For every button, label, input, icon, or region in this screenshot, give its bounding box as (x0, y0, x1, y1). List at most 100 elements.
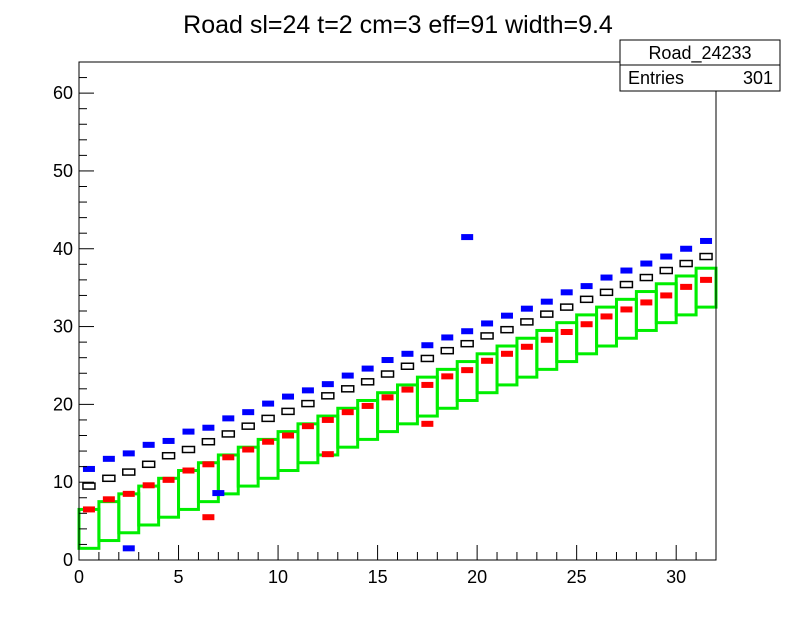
y-tick-label: 0 (63, 550, 73, 570)
histogram-cell (461, 367, 474, 374)
stats-name: Road_24233 (648, 43, 751, 64)
histogram-cell (540, 310, 554, 318)
histogram-cell (580, 321, 593, 328)
x-tick-label: 10 (268, 567, 288, 587)
histogram-cell (500, 312, 513, 319)
histogram-cell (619, 280, 634, 289)
histogram-cell (421, 342, 434, 349)
histogram-cell (301, 423, 314, 430)
y-axis: 0 10 20 30 40 50 60 (53, 61, 94, 570)
histogram-cell (699, 252, 713, 261)
histogram-cell (640, 260, 653, 267)
histogram-cell (162, 437, 175, 444)
histogram-cell (659, 266, 673, 275)
histogram-cell (102, 496, 115, 503)
histogram-cell (700, 237, 713, 244)
y-tick-label: 20 (53, 394, 73, 414)
histogram-cell (122, 490, 135, 497)
histogram-cell (182, 467, 195, 474)
histogram-cell (222, 454, 235, 461)
histogram-cell (341, 409, 354, 416)
histogram-cell (340, 385, 355, 393)
histogram-cell (540, 298, 553, 305)
histogram-cell (222, 415, 235, 422)
plot-area: 0 5 10 15 20 25 30 0 10 20 30 40 50 60 (53, 61, 718, 587)
histogram-cell (401, 350, 414, 357)
histogram-cell (202, 514, 215, 521)
histogram-cell (82, 482, 96, 490)
x-tick-label: 30 (666, 567, 686, 587)
histogram-cell (380, 370, 395, 378)
histogram-cell (559, 303, 574, 311)
histogram-cell (282, 432, 295, 439)
histogram-cell (262, 438, 275, 445)
histogram-cell (400, 362, 415, 370)
histogram-cell (301, 399, 315, 408)
histogram-cell (639, 273, 654, 282)
histogram-cell (202, 424, 215, 431)
histogram-cell (182, 428, 195, 435)
histogram-cell (321, 451, 334, 458)
histogram-cell (460, 339, 474, 348)
histogram-cell (481, 320, 494, 327)
histogram-cell (122, 468, 136, 476)
y-tick-label: 10 (53, 472, 73, 492)
histogram-cell (401, 386, 414, 393)
x-tick-label: 15 (368, 567, 388, 587)
x-tick-label: 5 (174, 567, 184, 587)
histogram-cell (82, 465, 95, 472)
histogram-cell (341, 372, 354, 379)
histogram-cell (660, 253, 673, 260)
histogram-cell (201, 437, 216, 446)
histogram-cell (361, 365, 374, 372)
histogram-cell (461, 234, 474, 241)
histogram-cell (212, 490, 225, 497)
histogram-cell (500, 350, 513, 357)
x-tick-label: 0 (74, 567, 84, 587)
histogram-cell (221, 430, 236, 438)
histogram-cell (620, 306, 633, 313)
histogram-cell (242, 446, 255, 453)
histogram-cell (261, 414, 275, 423)
histogram-cell (600, 274, 613, 281)
histogram-cells-layer (82, 234, 713, 552)
histogram-cell (141, 460, 156, 469)
histogram-cell (360, 378, 375, 386)
y-tick-label: 40 (53, 239, 73, 259)
y-tick-label: 60 (53, 83, 73, 103)
histogram-cell (241, 422, 255, 430)
histogram-cell (421, 381, 434, 388)
histogram-cell (441, 334, 454, 341)
histogram-cell (599, 288, 614, 297)
histogram-cell (600, 313, 613, 320)
stats-box: Road_24233 Entries 301 (619, 39, 781, 92)
histogram-cell (202, 461, 215, 468)
stats-entries-value: 301 (743, 68, 773, 88)
y-tick-label: 30 (53, 317, 73, 337)
histogram-cell (480, 332, 494, 340)
histogram-cell (520, 305, 533, 312)
histogram-cell (242, 409, 255, 416)
x-tick-label: 25 (567, 567, 587, 587)
histogram-cell (142, 441, 155, 448)
histogram-cell (102, 455, 115, 462)
histogram-cell (481, 357, 494, 364)
histogram-cell (381, 394, 394, 401)
histogram-cell (441, 373, 454, 380)
histogram-cell (440, 346, 455, 355)
histogram-cell (640, 299, 653, 306)
histogram-cell (540, 336, 553, 343)
histogram-cell (620, 267, 633, 274)
histogram-cell (162, 476, 175, 483)
histogram-cell (560, 329, 573, 336)
histogram-cell (82, 506, 95, 513)
histogram-cell (520, 318, 534, 326)
histogram-cell (500, 325, 514, 334)
histogram-cell (381, 357, 394, 364)
chart-title: Road sl=24 t=2 cm=3 eff=91 width=9.4 (183, 11, 613, 39)
histogram-cell (262, 400, 275, 407)
histogram-cell (461, 328, 474, 335)
histogram-cell (281, 407, 295, 416)
